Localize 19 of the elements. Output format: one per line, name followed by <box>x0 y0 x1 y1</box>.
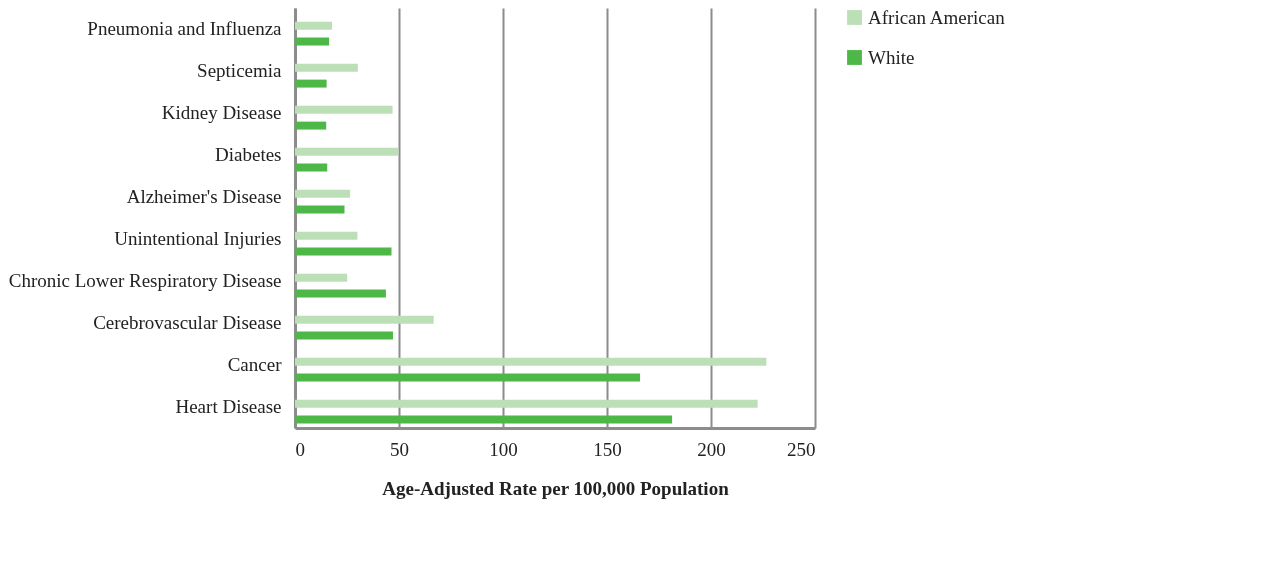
x-tick-label: 50 <box>390 438 409 460</box>
y-tick-label: Pneumonia and Influenza <box>87 18 283 39</box>
y-tick-label: Cancer <box>227 354 283 375</box>
legend-label: African American <box>868 6 1006 28</box>
legend-label: White <box>868 46 915 68</box>
x-tick-label: 0 <box>295 438 305 460</box>
y-tick-label: Kidney Disease <box>161 102 282 123</box>
x-tick-label: 100 <box>489 438 518 460</box>
x-tick-label: 200 <box>697 438 726 460</box>
x-tick-label: 150 <box>593 438 622 460</box>
y-tick-label: Septicemia <box>197 60 283 81</box>
y-tick-label: Diabetes <box>215 144 282 165</box>
x-axis-title: Age-Adjusted Rate per 100,000 Population <box>382 477 730 499</box>
y-tick-label: Cerebrovascular Disease <box>93 312 282 333</box>
y-tick-label: Alzheimer's Disease <box>126 186 282 207</box>
x-tick-label: 250 <box>787 438 816 460</box>
y-tick-label: Unintentional Injuries <box>114 228 282 249</box>
y-tick-label: Chronic Lower Respiratory Disease <box>8 270 282 291</box>
y-tick-label: Heart Disease <box>175 396 282 417</box>
